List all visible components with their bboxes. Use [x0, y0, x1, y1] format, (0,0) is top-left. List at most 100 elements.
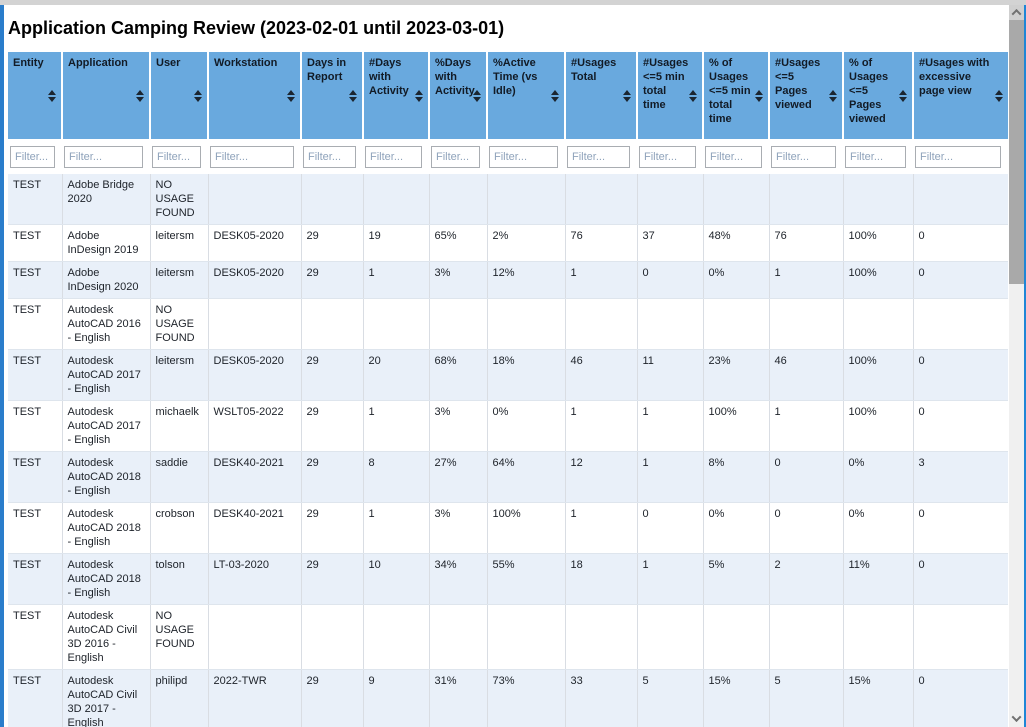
cell-of-usages-5-pages-viewed: 100%	[843, 224, 914, 262]
cell-of-usages-5-min-total-time: 5%	[703, 553, 770, 605]
sort-arrows-icon[interactable]	[899, 89, 907, 102]
cell-user: saddie	[150, 451, 209, 503]
vertical-scrollbar[interactable]	[1009, 5, 1024, 727]
sort-arrows-icon[interactable]	[473, 89, 481, 102]
cell-application: Autodesk AutoCAD 2018 - English	[62, 451, 151, 503]
scrollbar-thumb[interactable]	[1009, 20, 1024, 284]
filter-input-of-usages-5-min-total-time[interactable]	[705, 145, 762, 168]
column-header-usages-5-pages-viewed[interactable]: #Usages <=5 Pages viewed	[769, 52, 844, 139]
sort-arrows-icon[interactable]	[194, 89, 202, 102]
sort-arrows-icon[interactable]	[689, 89, 697, 102]
cell-usages-total	[565, 604, 638, 670]
cell-days-in-report	[301, 604, 364, 670]
window-left-border	[0, 5, 4, 727]
sort-arrows-icon[interactable]	[136, 89, 144, 102]
cell-active-time-vs-idle: 100%	[487, 502, 566, 554]
cell-usages-with-excessive-page-view: 0	[913, 349, 1008, 401]
report-page: Application Camping Review (2023-02-01 u…	[4, 5, 1009, 727]
cell-days-with-activity: 3%	[429, 400, 488, 452]
cell-of-usages-5-min-total-time: 0%	[703, 502, 770, 554]
column-label: #Days with Activity	[369, 57, 409, 97]
column-header-of-usages-5-pages-viewed[interactable]: % of Usages <=5 Pages viewed	[843, 52, 914, 139]
filter-input-active-time-vs-idle[interactable]	[489, 145, 558, 168]
sort-arrows-icon[interactable]	[349, 89, 357, 102]
sort-arrows-icon[interactable]	[48, 89, 56, 102]
filter-input-usages-5-min-total-time[interactable]	[639, 145, 696, 168]
cell-of-usages-5-pages-viewed: 0%	[843, 502, 914, 554]
column-label: Entity	[13, 57, 44, 69]
filter-input-days-with-activity[interactable]	[365, 145, 422, 168]
column-header-usages-5-min-total-time[interactable]: #Usages <=5 min total time	[637, 52, 704, 139]
column-header-of-usages-5-min-total-time[interactable]: % of Usages <=5 min total time	[703, 52, 770, 139]
cell-entity: TEST	[8, 174, 63, 225]
sort-arrows-icon[interactable]	[287, 89, 295, 102]
column-header-usages-with-excessive-page-view[interactable]: #Usages with excessive page view	[913, 52, 1008, 139]
cell-application: Adobe InDesign 2020	[62, 261, 151, 299]
cell-workstation: 2022-TWR	[208, 669, 302, 727]
column-header-workstation[interactable]: Workstation	[208, 52, 302, 139]
cell-of-usages-5-pages-viewed	[843, 174, 914, 225]
filter-input-usages-with-excessive-page-view[interactable]	[915, 145, 1001, 168]
filter-input-user[interactable]	[152, 145, 201, 168]
column-label: Workstation	[214, 57, 278, 69]
cell-usages-5-min-total-time: 0	[637, 261, 704, 299]
cell-of-usages-5-pages-viewed: 11%	[843, 553, 914, 605]
sort-arrows-icon[interactable]	[551, 89, 559, 102]
cell-days-in-report: 29	[301, 553, 364, 605]
table-row: TEST Autodesk AutoCAD Civil 3D 2016 - Eng…	[8, 604, 1008, 670]
table-row: TEST Autodesk AutoCAD 2017 - English leite…	[8, 349, 1008, 401]
chevron-up-icon	[1011, 8, 1022, 19]
cell-days-with-activity: 20	[363, 349, 430, 401]
sort-arrows-icon[interactable]	[415, 89, 423, 102]
column-header-active-time-vs-idle[interactable]: %Active Time (vs Idle)	[487, 52, 566, 139]
table-row: TEST Autodesk AutoCAD Civil 3D 2017 - Eng…	[8, 669, 1008, 727]
cell-usages-5-pages-viewed: 76	[769, 224, 844, 262]
column-header-user[interactable]: User	[150, 52, 209, 139]
sort-arrows-icon[interactable]	[755, 89, 763, 102]
table-row: TEST Adobe InDesign 2020 leitersm DESK05-20…	[8, 261, 1008, 299]
filter-input-entity[interactable]	[10, 145, 55, 168]
camping-review-table: Entity Application User Workstation Days in …	[8, 52, 1008, 727]
filter-input-application[interactable]	[64, 145, 143, 168]
sort-arrows-icon[interactable]	[829, 89, 837, 102]
column-header-days-with-activity[interactable]: %Days with Activity	[429, 52, 488, 139]
cell-days-with-activity: 34%	[429, 553, 488, 605]
window-right-border	[1024, 5, 1026, 727]
cell-of-usages-5-pages-viewed: 15%	[843, 669, 914, 727]
column-header-days-in-report[interactable]: Days in Report	[301, 52, 364, 139]
cell-entity: TEST	[8, 553, 63, 605]
cell-user: philipd	[150, 669, 209, 727]
filter-input-usages-total[interactable]	[567, 145, 630, 168]
cell-usages-5-pages-viewed: 46	[769, 349, 844, 401]
cell-usages-5-min-total-time	[637, 298, 704, 350]
cell-usages-with-excessive-page-view	[913, 174, 1008, 225]
cell-usages-with-excessive-page-view: 0	[913, 261, 1008, 299]
cell-days-with-activity: 9	[363, 669, 430, 727]
column-label: Application	[68, 57, 128, 69]
cell-days-in-report: 29	[301, 224, 364, 262]
cell-days-with-activity: 1	[363, 261, 430, 299]
scroll-down-button[interactable]	[1009, 711, 1024, 726]
column-header-usages-total[interactable]: #Usages Total	[565, 52, 638, 139]
filter-input-workstation[interactable]	[210, 145, 294, 168]
column-header-entity[interactable]: Entity	[8, 52, 63, 139]
column-label: %Active Time (vs Idle)	[493, 57, 538, 97]
cell-days-with-activity: 8	[363, 451, 430, 503]
table-filter-row	[8, 139, 1008, 174]
filter-input-of-usages-5-pages-viewed[interactable]	[845, 145, 906, 168]
cell-usages-with-excessive-page-view	[913, 298, 1008, 350]
sort-arrows-icon[interactable]	[995, 89, 1003, 102]
filter-input-usages-5-pages-viewed[interactable]	[771, 145, 836, 168]
cell-usages-5-pages-viewed	[769, 298, 844, 350]
cell-of-usages-5-min-total-time: 23%	[703, 349, 770, 401]
sort-arrows-icon[interactable]	[623, 89, 631, 102]
cell-usages-5-min-total-time: 5	[637, 669, 704, 727]
filter-input-days-with-activity[interactable]	[431, 145, 480, 168]
cell-user: NO USAGE FOUND	[150, 604, 209, 670]
cell-usages-with-excessive-page-view: 3	[913, 451, 1008, 503]
filter-input-days-in-report[interactable]	[303, 145, 356, 168]
scroll-up-button[interactable]	[1009, 5, 1024, 20]
column-label: %Days with Activity	[435, 57, 475, 97]
column-header-application[interactable]: Application	[62, 52, 151, 139]
column-header-days-with-activity[interactable]: #Days with Activity	[363, 52, 430, 139]
